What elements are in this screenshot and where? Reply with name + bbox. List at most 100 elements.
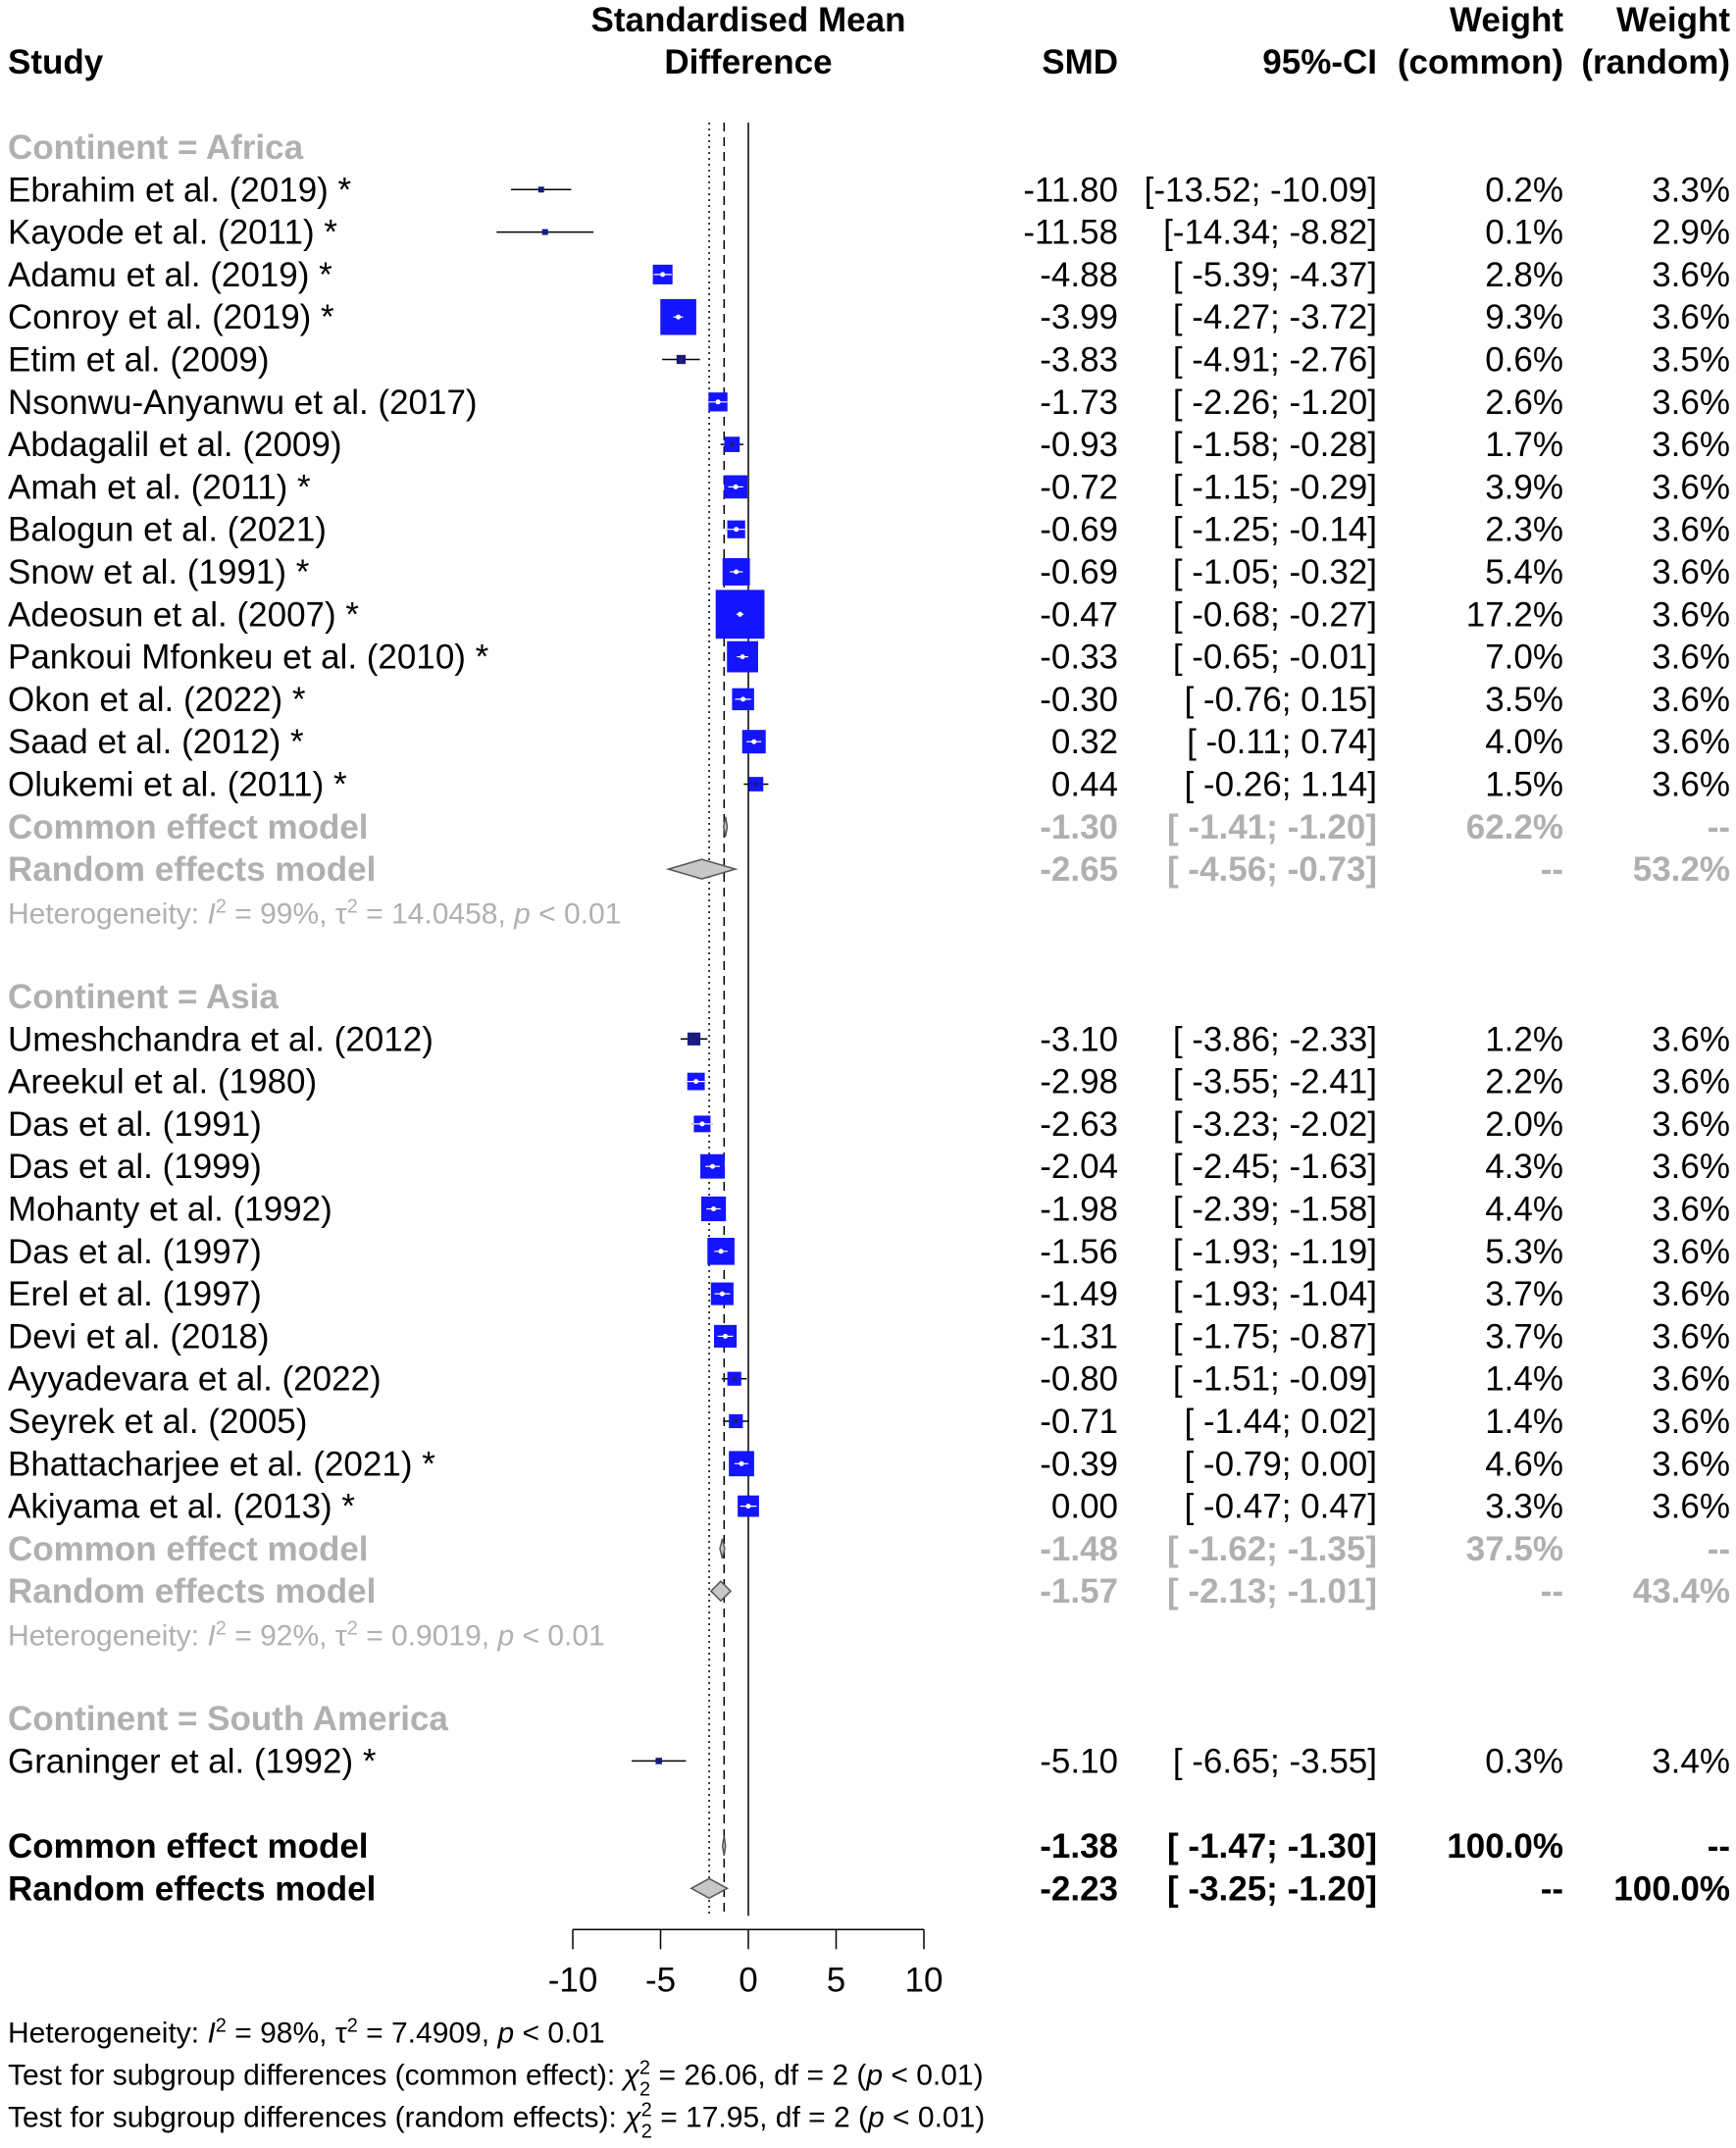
study-weight-random: 3.4% [1652, 1742, 1730, 1780]
study-row: Das et al. (1991) -2.63 [ -3.23; -2.02] 2.0… [8, 1105, 1730, 1144]
common-effect-diamond [719, 1538, 726, 1560]
random-effects-ci: [ -2.13; -1.01] [1167, 1572, 1377, 1611]
study-weight-common: 4.4% [1485, 1191, 1563, 1229]
study-name: Areekul et al. (1980) [8, 1063, 317, 1101]
study-ci: [ -3.55; -2.41] [1173, 1063, 1377, 1101]
study-row: Graninger et al. (1992) * -5.10 [ -6.65; -… [8, 1742, 1730, 1780]
study-row: Pankoui Mfonkeu et al. (2010) * -0.33 [ -0… [8, 639, 1730, 677]
study-name: Mohanty et al. (1992) [8, 1191, 332, 1229]
study-row: Ebrahim et al. (2019) * -11.80 [-13.52; -1… [8, 171, 1730, 209]
subgroup-2: Continent = South America Graninger et al… [8, 1700, 1730, 1780]
study-ci: [ -6.65; -3.55] [1173, 1742, 1377, 1780]
study-smd: -0.69 [1040, 511, 1118, 549]
study-weight-common: 4.0% [1485, 723, 1563, 761]
header-weight-common-line2: (common) [1398, 43, 1563, 81]
study-weight-random: 3.6% [1652, 1020, 1730, 1058]
point-estimate [740, 654, 745, 660]
point-estimate [753, 782, 759, 787]
study-smd: 0.44 [1051, 766, 1118, 804]
study-row: Balogun et al. (2021) -0.69 [ -1.25; -0.14… [8, 511, 1730, 549]
study-smd: -0.39 [1040, 1445, 1118, 1483]
study-row: Olukemi et al. (2011) * 0.44 [ -0.26; 1.14… [8, 766, 1730, 804]
study-weight-random: 3.6% [1652, 384, 1730, 422]
study-weight-random: 3.6% [1652, 1148, 1730, 1186]
study-weight-random: 3.6% [1652, 1403, 1730, 1441]
study-smd: -0.71 [1040, 1403, 1118, 1441]
point-estimate [729, 441, 735, 447]
point-estimate [718, 1249, 724, 1254]
point-estimate [660, 272, 666, 278]
common-effect-weight-common: 62.2% [1466, 808, 1563, 846]
point-estimate [693, 1079, 699, 1085]
subgroup-label: Continent = Asia [8, 978, 279, 1016]
study-smd: 0.32 [1051, 723, 1118, 761]
random-effects-smd: -2.65 [1040, 850, 1118, 889]
subgroup-heterogeneity: Heterogeneity: I2 = 92%, τ2 = 0.9019, p … [8, 1618, 605, 1653]
study-weight-common: 4.3% [1485, 1148, 1563, 1186]
study-name: Etim et al. (2009) [8, 341, 270, 380]
study-name: Okon et al. (2022) * [8, 681, 306, 719]
overall-random-weight-common: -- [1541, 1869, 1563, 1908]
subgroup-0: Continent = Africa Ebrahim et al. (2019) … [8, 128, 1730, 930]
study-ci: [ -1.93; -1.04] [1173, 1275, 1377, 1313]
study-name: Bhattacharjee et al. (2021) * [8, 1445, 435, 1483]
subgroup-label: Continent = Africa [8, 128, 304, 167]
study-smd: -11.80 [1023, 171, 1118, 209]
study-ci: [ -2.45; -1.63] [1173, 1148, 1377, 1186]
study-row: Devi et al. (2018) -1.31 [ -1.75; -0.87] 3.… [8, 1317, 1730, 1355]
study-name: Das et al. (1997) [8, 1233, 262, 1271]
study-weight-common: 1.5% [1485, 766, 1563, 804]
overall-common-ci: [ -1.47; -1.30] [1167, 1827, 1377, 1866]
study-weight-common: 1.4% [1485, 1403, 1563, 1441]
study-weight-random: 3.6% [1652, 1317, 1730, 1355]
point-estimate [656, 1758, 662, 1764]
random-effects-weight-random: 53.2% [1633, 850, 1730, 889]
study-ci: [ -2.39; -1.58] [1173, 1191, 1377, 1229]
study-smd: -11.58 [1023, 214, 1118, 252]
random-effects-weight-common: -- [1541, 1572, 1563, 1611]
study-row: Das et al. (1997) -1.56 [ -1.93; -1.19] 5.3… [8, 1233, 1730, 1271]
study-name: Kayode et al. (2011) * [8, 214, 337, 252]
study-name: Akiyama et al. (2013) * [8, 1488, 355, 1526]
header-ci: 95%-CI [1262, 43, 1377, 81]
study-row: Seyrek et al. (2005) -0.71 [ -1.44; 0.02] 1… [8, 1403, 1730, 1441]
study-weight-random: 3.6% [1652, 766, 1730, 804]
point-estimate [738, 611, 743, 617]
study-smd: -1.73 [1040, 384, 1118, 422]
random-effects-weight-common: -- [1541, 850, 1563, 889]
point-estimate [676, 314, 682, 320]
study-name: Devi et al. (2018) [8, 1317, 270, 1355]
study-weight-random: 3.6% [1652, 468, 1730, 506]
common-effect-smd: -1.48 [1040, 1530, 1118, 1568]
study-name: Snow et al. (1991) * [8, 553, 310, 591]
study-smd: -0.30 [1040, 681, 1118, 719]
study-smd: -0.69 [1040, 553, 1118, 591]
study-ci: [ -1.93; -1.19] [1173, 1233, 1377, 1271]
study-weight-common: 3.3% [1485, 1488, 1563, 1526]
study-ci: [-13.52; -10.09] [1145, 171, 1377, 209]
study-weight-random: 3.6% [1652, 595, 1730, 634]
subgroup-label: Continent = South America [8, 1700, 448, 1738]
study-weight-random: 3.6% [1652, 1360, 1730, 1399]
common-effect-label: Common effect model [8, 1530, 369, 1568]
study-row: Erel et al. (1997) -1.49 [ -1.93; -1.04] 3.… [8, 1275, 1730, 1313]
common-effect-ci: [ -1.41; -1.20] [1167, 808, 1377, 846]
subgroup-test-random: Test for subgroup differences (random ef… [8, 2099, 985, 2142]
header-study: Study [8, 43, 104, 81]
study-ci: [ -0.68; -0.27] [1173, 595, 1377, 634]
study-row: Adeosun et al. (2007) * -0.47 [ -0.68; -0.… [8, 589, 1730, 639]
study-weight-common: 0.2% [1485, 171, 1563, 209]
study-row: Mohanty et al. (1992) -1.98 [ -2.39; -1.58… [8, 1191, 1730, 1229]
study-ci: [ -1.25; -0.14] [1173, 511, 1377, 549]
study-ci: [ -0.11; 0.74] [1187, 723, 1377, 761]
point-estimate [732, 1376, 738, 1382]
study-row: Amah et al. (2011) * -0.72 [ -1.15; -0.29]… [8, 468, 1730, 506]
study-weight-random: 3.6% [1652, 723, 1730, 761]
study-ci: [ -0.26; 1.14] [1184, 766, 1377, 804]
study-row: Ayyadevara et al. (2022) -0.80 [ -1.51; -0… [8, 1360, 1730, 1399]
study-weight-random: 3.6% [1652, 1445, 1730, 1483]
random-effects-weight-random: 43.4% [1633, 1572, 1730, 1611]
study-row: Nsonwu-Anyanwu et al. (2017) -1.73 [ -2.26… [8, 384, 1730, 422]
header-smd: SMD [1042, 43, 1118, 81]
study-name: Graninger et al. (1992) * [8, 1742, 377, 1780]
